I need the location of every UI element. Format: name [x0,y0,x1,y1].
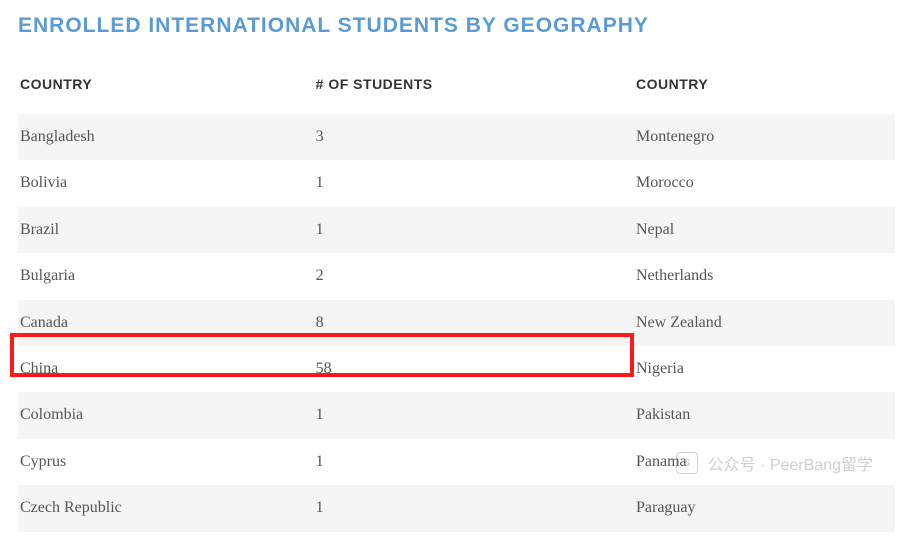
table-row: China 58 [18,346,634,392]
cell-country: Canada [18,300,314,346]
page-title: ENROLLED INTERNATIONAL STUDENTS BY GEOGR… [18,14,895,38]
cell-students: 1 [314,207,634,253]
table-header-row: COUNTRY [634,66,895,114]
col-header-country: COUNTRY [634,66,895,114]
cell-country: Pakistan [634,392,895,438]
cell-students: 58 [314,346,634,392]
col-header-country: COUNTRY [18,66,314,114]
table-row: Nigeria [634,346,895,392]
table-row: Netherlands [634,253,895,299]
cell-country: Montenegro [634,114,895,160]
cell-country: Colombia [18,392,314,438]
cell-country: New Zealand [634,300,895,346]
cell-country: Paraguay [634,485,895,531]
cell-students: 3 [314,114,634,160]
col-header-students: # OF STUDENTS [314,66,634,114]
cell-country: Morocco [634,160,895,206]
table-row: Czech Republic 1 [18,485,634,531]
cell-country: Nepal [634,207,895,253]
cell-students: 1 [314,485,634,531]
cell-country: Bulgaria [18,253,314,299]
cell-country: Czech Republic [18,485,314,531]
cell-country: Nigeria [634,346,895,392]
table-row: Pakistan [634,392,895,438]
cell-students: 1 [314,160,634,206]
table-row: Paraguay [634,485,895,531]
table-row: Morocco [634,160,895,206]
watermark-label: 公众号 · PeerBang留学 [708,451,873,475]
watermark: S 公众号 · PeerBang留学 [676,451,873,475]
table-row: New Zealand [634,300,895,346]
cell-country: Netherlands [634,253,895,299]
cell-country: China [18,346,314,392]
table-header-row: COUNTRY # OF STUDENTS [18,66,634,114]
cell-students: 1 [314,392,634,438]
table-row: Nepal [634,207,895,253]
cell-country: Bolivia [18,160,314,206]
table-row: Brazil 1 [18,207,634,253]
cell-country: Cyprus [18,439,314,485]
cell-country: Brazil [18,207,314,253]
cell-students: 8 [314,300,634,346]
cell-country: Bangladesh [18,114,314,160]
table-row: Cyprus 1 [18,439,634,485]
table-left-wrapper: COUNTRY # OF STUDENTS Bangladesh 3 Boliv… [18,66,634,532]
table-row: Bolivia 1 [18,160,634,206]
cell-students: 2 [314,253,634,299]
cell-students: 1 [314,439,634,485]
students-table-left: COUNTRY # OF STUDENTS Bangladesh 3 Boliv… [18,66,634,532]
table-row: Montenegro [634,114,895,160]
table-row: Bulgaria 2 [18,253,634,299]
table-row: Colombia 1 [18,392,634,438]
table-row: Canada 8 [18,300,634,346]
table-row: Bangladesh 3 [18,114,634,160]
wechat-icon: S [676,452,698,474]
